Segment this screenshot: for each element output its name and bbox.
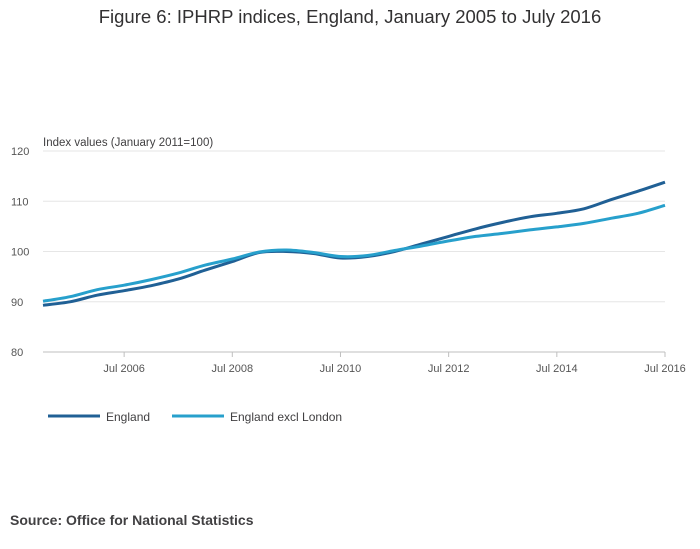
chart-title: Figure 6: IPHRP indices, England, Januar… (98, 6, 602, 27)
series-layer (42, 180, 666, 307)
y-tick-label: 110 (11, 196, 29, 208)
legend: England England excl London (48, 410, 342, 424)
legend-label-england[interactable]: England (106, 410, 150, 424)
y-tick-label: 90 (11, 297, 23, 309)
x-tick-label: Jul 2008 (212, 363, 254, 375)
series-line-england-excl-london[interactable] (42, 203, 666, 303)
x-tick-label: Jul 2012 (428, 363, 470, 375)
source-note: Source: Office for National Statistics (10, 512, 254, 528)
x-tick-label: Jul 2006 (103, 363, 145, 375)
y-tick-label: 120 (11, 146, 29, 158)
axis-layer: 80 90 100 110 120 Jul 2006 Jul 2008 Jul 2010 Jul… (11, 146, 686, 375)
x-tick-label: Jul 2014 (536, 363, 578, 375)
x-tick-label: Jul 2016 (644, 363, 686, 375)
x-tick-label: Jul 2010 (320, 363, 362, 375)
y-tick-label: 80 (11, 347, 23, 359)
y-axis-label: Index values (January 2011=100) (43, 137, 213, 149)
grid-layer (43, 150, 665, 353)
series-line-england[interactable] (42, 180, 666, 307)
legend-label-england-excl-london[interactable]: England excl London (230, 410, 342, 424)
y-tick-label: 100 (11, 247, 29, 259)
